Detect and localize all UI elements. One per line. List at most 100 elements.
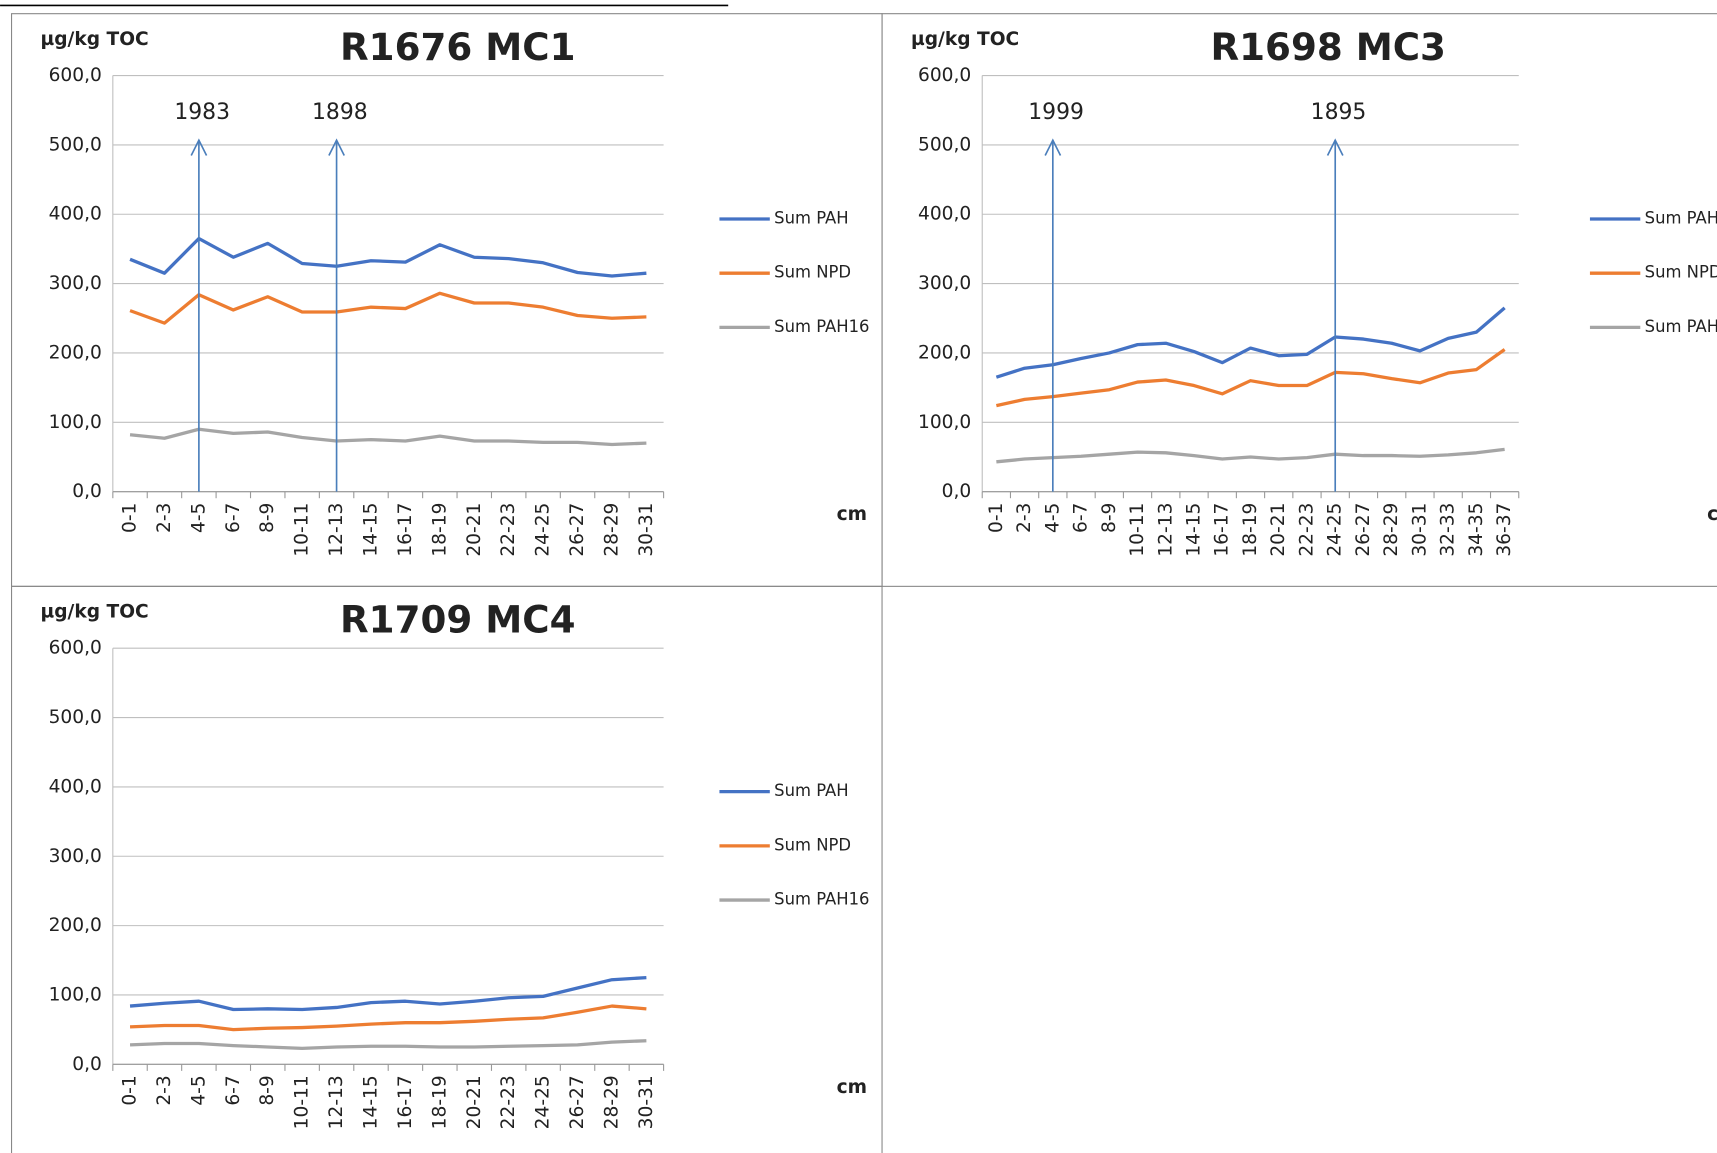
x-tick-label: 12-13 <box>326 1075 347 1129</box>
panel-border <box>10 585 883 1153</box>
x-tick-label: 6-7 <box>223 503 244 533</box>
x-tick-label: 26-27 <box>567 1075 588 1129</box>
x-tick-label: 4-5 <box>188 503 209 533</box>
legend-label: Sum PAH16 <box>774 317 869 336</box>
y-tick-label: 100,0 <box>918 412 971 433</box>
x-tick-label: 32-33 <box>1438 503 1459 557</box>
y-tick-label: 200,0 <box>49 342 102 363</box>
annotation-arrowhead <box>328 138 345 156</box>
y-tick-label: 300,0 <box>49 846 102 867</box>
chart-title: R1698 MC3 <box>1211 25 1446 69</box>
x-tick-label: 8-9 <box>1099 503 1120 533</box>
y-tick-label: 500,0 <box>49 134 102 155</box>
series-line <box>129 427 647 447</box>
x-tick-label: 2-3 <box>154 503 175 533</box>
x-tick-label: 18-19 <box>429 1075 450 1129</box>
x-tick-label: 2-3 <box>154 1075 175 1105</box>
y-tick-label: 300,0 <box>49 273 102 294</box>
x-tick-label: 6-7 <box>223 1075 244 1105</box>
y-axis-label: µg/kg TOC <box>41 29 149 50</box>
x-tick-label: 18-19 <box>429 503 450 557</box>
series-line <box>129 975 647 1012</box>
x-tick-label: 24-25 <box>533 503 554 557</box>
legend-label: Sum PAH <box>1645 208 1717 227</box>
legend-label: Sum PAH16 <box>774 890 869 909</box>
x-tick-label: 30-31 <box>1409 503 1430 557</box>
x-axis-label: cm <box>1707 504 1717 525</box>
legend-label: Sum NPD <box>774 835 851 854</box>
x-tick-label: 30-31 <box>636 1075 657 1129</box>
series-line <box>996 447 1505 464</box>
panel-border <box>10 13 883 587</box>
x-tick-label: 28-29 <box>1381 503 1402 557</box>
y-tick-label: 100,0 <box>49 412 102 433</box>
y-tick-label: 0,0 <box>72 1054 102 1075</box>
y-tick-label: 100,0 <box>49 984 102 1005</box>
x-tick-label: 16-17 <box>1212 503 1233 557</box>
series-line <box>995 306 1506 379</box>
y-axis-label: µg/kg TOC <box>911 29 1019 50</box>
series-line <box>129 1039 647 1050</box>
x-tick-label: 14-15 <box>361 1075 382 1129</box>
x-tick-label: 22-23 <box>498 503 519 557</box>
x-tick-label: 14-15 <box>1184 503 1205 557</box>
x-tick-label: 36-37 <box>1494 503 1515 557</box>
legend-label: Sum NPD <box>774 263 851 282</box>
annotation-arrowhead <box>1044 138 1062 156</box>
annotation-label: 1983 <box>174 100 230 125</box>
series-line <box>129 1004 647 1032</box>
chart-title: R1676 MC1 <box>340 25 575 69</box>
legend-label: Sum PAH <box>774 208 848 227</box>
y-tick-label: 400,0 <box>49 776 102 797</box>
x-tick-label: 18-19 <box>1240 503 1261 557</box>
x-tick-label: 10-11 <box>1127 503 1148 557</box>
x-tick-label: 12-13 <box>1155 503 1176 557</box>
annotation-label: 1895 <box>1311 100 1367 125</box>
x-tick-label: 0-1 <box>120 503 141 533</box>
x-tick-label: 4-5 <box>1042 503 1063 533</box>
x-tick-label: 12-13 <box>326 503 347 557</box>
x-tick-label: 24-25 <box>533 1075 554 1129</box>
x-tick-label: 0-1 <box>986 503 1007 533</box>
y-tick-label: 600,0 <box>49 638 102 659</box>
x-tick-label: 24-25 <box>1325 503 1346 557</box>
x-tick-label: 30-31 <box>636 503 657 557</box>
x-tick-label: 14-15 <box>361 503 382 557</box>
x-tick-label: 34-35 <box>1466 503 1487 557</box>
x-tick-label: 8-9 <box>257 1075 278 1105</box>
y-tick-label: 400,0 <box>918 204 971 225</box>
x-tick-label: 2-3 <box>1014 503 1035 533</box>
legend-label: Sum PAH16 <box>1645 317 1717 336</box>
x-axis-label: cm <box>837 504 867 525</box>
annotation-label: 1999 <box>1028 100 1084 125</box>
y-axis-label: µg/kg TOC <box>41 602 149 623</box>
x-tick-label: 4-5 <box>188 1075 209 1105</box>
y-tick-label: 500,0 <box>49 707 102 728</box>
panel-border <box>881 13 1717 587</box>
y-tick-label: 300,0 <box>918 273 971 294</box>
annotation-arrowhead <box>190 138 208 156</box>
x-tick-label: 16-17 <box>395 503 416 557</box>
y-tick-label: 600,0 <box>918 65 971 86</box>
y-tick-label: 0,0 <box>942 481 972 502</box>
x-tick-label: 16-17 <box>395 1075 416 1129</box>
series-line <box>129 236 647 278</box>
x-tick-label: 0-1 <box>120 1075 141 1105</box>
y-tick-label: 0,0 <box>72 481 102 502</box>
series-line <box>995 348 1506 408</box>
x-tick-label: 20-21 <box>1268 503 1289 557</box>
x-tick-label: 6-7 <box>1071 503 1092 533</box>
chart-title: R1709 MC4 <box>340 597 575 641</box>
y-tick-label: 200,0 <box>49 915 102 936</box>
series-line <box>129 291 647 325</box>
x-tick-label: 26-27 <box>1353 503 1374 557</box>
legend-label: Sum PAH <box>774 781 848 800</box>
x-tick-label: 28-29 <box>601 503 622 557</box>
annotation-label: 1898 <box>312 100 368 125</box>
x-tick-label: 8-9 <box>257 503 278 533</box>
y-tick-label: 200,0 <box>918 342 971 363</box>
x-tick-label: 20-21 <box>464 1075 485 1129</box>
annotation-arrowhead <box>1326 138 1344 156</box>
x-tick-label: 10-11 <box>292 1075 313 1129</box>
